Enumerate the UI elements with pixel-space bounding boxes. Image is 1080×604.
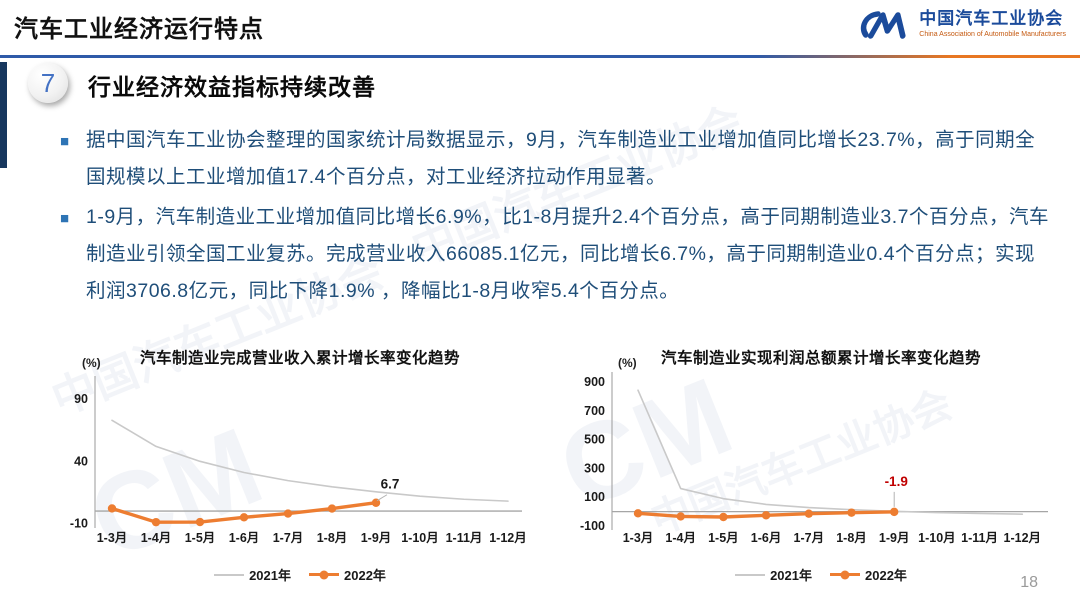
bullet-square-icon: ■	[60, 133, 70, 150]
page-title: 汽车工业经济运行特点	[14, 16, 264, 43]
page-number: 18	[1020, 574, 1038, 591]
header: 汽车工业经济运行特点 中国汽车工业协会 China Association of…	[0, 0, 1080, 58]
section-heading: 行业经济效益指标持续改善	[88, 74, 376, 100]
legend-line-sample	[309, 570, 339, 579]
x-tick-label: 1-3月	[97, 531, 128, 545]
legend-dot	[319, 570, 329, 579]
legend-item-2021年: 2021年	[214, 565, 291, 584]
bullet-square-icon: ■	[60, 210, 70, 227]
logo-org-name: 中国汽车工业协会	[919, 8, 1064, 28]
legend-dot	[840, 570, 850, 579]
y-tick-label: 300	[584, 461, 605, 475]
x-tick-label: 1-9月	[879, 531, 910, 545]
data-point-marker	[327, 504, 337, 513]
legend-item-2022年: 2022年	[830, 565, 907, 584]
x-tick-label: 1-10月	[401, 531, 439, 545]
data-point-marker	[676, 512, 685, 521]
chart-plot-area: 900 700 500 300 100 -100 1-3月 1-4月 1-5月 1-6月 1-7月 1…	[580, 372, 1048, 545]
legend-label: 2022年	[344, 568, 386, 583]
chart-legend: 2021年 2022年	[60, 565, 540, 584]
series-line-2021年	[637, 389, 1024, 515]
data-point-marker	[804, 509, 813, 518]
y-tick-label: 40	[74, 454, 88, 468]
x-tick-label: 1-5月	[185, 531, 216, 545]
x-tick-label: 1-11月	[446, 531, 483, 545]
section-number-badge: 7	[28, 63, 68, 103]
y-axis-unit-label: (%)	[82, 356, 101, 370]
x-tick-label: 1-7月	[794, 531, 825, 545]
chart-legend: 2021年 2022年	[572, 565, 1070, 584]
data-label: 6.7	[381, 477, 400, 492]
bullet-item: ■ 1-9月，汽车制造业工业增加值同比增长6.9%，比1-8月提升2.4个百分点…	[60, 199, 1050, 310]
x-tick-label: 1-11月	[961, 531, 998, 545]
x-tick-label: 1-6月	[751, 531, 782, 545]
legend-line-sample	[214, 573, 245, 576]
data-label: -1.9	[885, 474, 908, 489]
data-point-marker	[890, 507, 899, 517]
profit-growth-chart: 汽车制造业实现利润总额累计增长率变化趋势 (%) 900 700 500 300 100…	[572, 346, 1070, 584]
section-accent-bar	[0, 62, 7, 168]
x-tick-label: 1-5月	[708, 531, 739, 545]
y-tick-label: 900	[584, 375, 605, 389]
data-point-marker	[761, 511, 771, 520]
chart-title: 汽车制造业实现利润总额累计增长率变化趋势	[660, 350, 981, 367]
data-point-marker	[283, 509, 293, 518]
x-tick-label: 1-9月	[361, 531, 392, 545]
y-tick-label: -10	[70, 517, 88, 531]
bullet-list: ■ 据中国汽车工业协会整理的国家统计局数据显示，9月，汽车制造业工业增加值同比增…	[60, 122, 1050, 313]
revenue-growth-chart: 汽车制造业完成营业收入累计增长率变化趋势 (%) 90 40 -10 1-3月 1-4月…	[60, 346, 540, 584]
logo-org-name-en: China Association of Automobile Manufact…	[919, 30, 1066, 38]
y-tick-label: 500	[584, 433, 605, 447]
x-tick-label: 1-7月	[273, 531, 304, 545]
data-point-marker	[151, 517, 161, 527]
y-tick-label: 100	[584, 490, 605, 504]
bullet-item: ■ 据中国汽车工业协会整理的国家统计局数据显示，9月，汽车制造业工业增加值同比增…	[60, 122, 1050, 196]
legend-item-2021年: 2021年	[735, 565, 812, 584]
x-tick-label: 1-3月	[623, 531, 654, 545]
caam-logo: 中国汽车工业协会 China Association of Automobile…	[857, 6, 1066, 42]
data-point-marker	[195, 517, 205, 527]
legend-line-sample	[735, 573, 766, 576]
y-tick-label: 700	[584, 404, 605, 418]
x-tick-label: 1-12月	[1004, 531, 1042, 545]
x-tick-label: 1-12月	[489, 531, 527, 545]
x-tick-label: 1-6月	[229, 531, 260, 545]
x-tick-label: 1-4月	[141, 531, 172, 545]
y-axis-unit-label: (%)	[618, 356, 637, 370]
x-tick-label: 1-4月	[665, 531, 696, 545]
x-tick-label: 1-10月	[918, 531, 956, 545]
section-number: 7	[40, 67, 56, 98]
series-line-2021年	[111, 419, 509, 502]
x-tick-label: 1-8月	[317, 531, 348, 545]
bullet-text: 1-9月，汽车制造业工业增加值同比增长6.9%，比1-8月提升2.4个百分点，高…	[86, 206, 1050, 302]
chart-plot-area: 90 40 -10 1-3月 1-4月 1-5月 1-6月 1-7月 1-8月 1-9月 1-10月…	[70, 376, 527, 545]
x-tick-label: 1-8月	[836, 531, 867, 545]
legend-line-sample	[830, 570, 860, 579]
header-divider	[0, 55, 1080, 58]
data-point-marker	[847, 508, 856, 517]
chart-title: 汽车制造业完成营业收入累计增长率变化趋势	[139, 350, 460, 367]
data-point-marker	[107, 504, 117, 513]
annotation-leader-line	[376, 494, 388, 502]
data-point-marker	[633, 509, 643, 518]
legend-label: 2021年	[249, 568, 291, 583]
data-point-marker	[719, 512, 728, 522]
legend-item-2022年: 2022年	[309, 565, 386, 584]
y-tick-label: 90	[74, 392, 88, 406]
legend-label: 2021年	[770, 568, 812, 583]
y-tick-label: -100	[580, 519, 605, 533]
bullet-text: 据中国汽车工业协会整理的国家统计局数据显示，9月，汽车制造业工业增加值同比增长2…	[86, 129, 1036, 188]
data-point-marker	[239, 513, 249, 522]
caam-logo-icon	[861, 11, 906, 39]
legend-label: 2022年	[865, 568, 907, 583]
